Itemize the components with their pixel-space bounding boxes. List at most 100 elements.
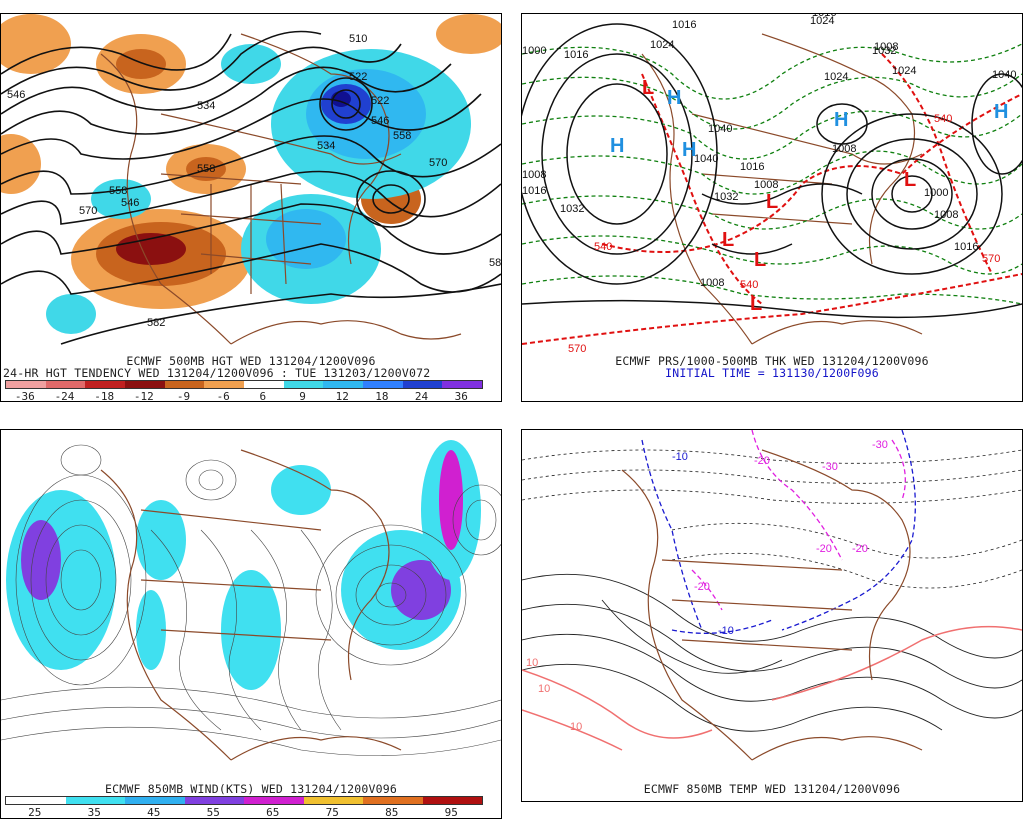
wind-label: 45 (147, 806, 161, 819)
svg-text:1016: 1016 (672, 19, 696, 31)
wind-label: 65 (266, 806, 280, 819)
wind-label: 95 (444, 806, 458, 819)
svg-text:-20: -20 (816, 543, 832, 555)
tendency-label: -24 (54, 390, 75, 402)
svg-text:-20: -20 (754, 455, 770, 467)
svg-text:1040: 1040 (992, 69, 1016, 81)
svg-text:510: 510 (349, 33, 367, 45)
tendency-swatch (164, 381, 205, 388)
svg-text:1016: 1016 (522, 185, 546, 197)
panel-500mb-height: 510 522 534 546 558 570 582 546 558 570 … (0, 13, 502, 402)
svg-text:10: 10 (538, 683, 550, 695)
svg-text:534: 534 (197, 100, 215, 112)
svg-text:570: 570 (982, 253, 1000, 265)
wind-label: 75 (325, 806, 339, 819)
panel-mslp-title: ECMWF PRS/1000-500MB THK WED 131204/1200… (615, 354, 929, 368)
tendency-label: -12 (133, 390, 154, 402)
temp-contours-black (522, 449, 1022, 589)
wind-swatch (184, 797, 244, 804)
low-center-2: L (754, 249, 766, 271)
svg-text:546: 546 (121, 197, 139, 209)
wind-label: 85 (385, 806, 399, 819)
coastlines (100, 449, 402, 761)
tendency-swatch (45, 381, 86, 388)
tendency-swatch (442, 381, 483, 388)
svg-text:1000: 1000 (924, 187, 948, 199)
svg-text:1008: 1008 (754, 179, 778, 191)
temp-pink (522, 625, 1022, 751)
svg-text:1016: 1016 (564, 49, 588, 61)
svg-text:582: 582 (489, 257, 501, 269)
svg-text:1024: 1024 (892, 65, 916, 77)
tendency-shading (1, 14, 501, 334)
wind-swatch (303, 797, 363, 804)
wind-swatch (125, 797, 185, 804)
wind-swatch (422, 797, 482, 804)
map-850-wind (1, 440, 501, 761)
svg-text:-10: -10 (672, 451, 688, 463)
wind-colorbar (5, 796, 483, 805)
map-500mb: 510 522 534 546 558 570 582 546 558 570 … (1, 14, 501, 345)
svg-text:1008: 1008 (874, 41, 898, 53)
panel-850mb-temp: -30 -20 -10 -20 -30 -20 -10 10 10 -20 10… (521, 429, 1023, 802)
svg-text:1008: 1008 (522, 169, 546, 181)
pressure-centers: H H H H H L L L L L L (610, 77, 1008, 315)
svg-text:-30: -30 (872, 439, 888, 451)
temp-labels: -30 -20 -10 -20 -30 -20 -10 10 10 -20 10 (526, 439, 888, 733)
high-center-1: H (610, 135, 624, 157)
high-center-4: H (834, 109, 848, 131)
height-contours (1, 30, 501, 345)
tendency-label: 24 (414, 390, 429, 402)
svg-text:582: 582 (147, 317, 165, 329)
map-850-temp: -30 -20 -10 -20 -30 -20 -10 10 10 -20 10 (522, 430, 1022, 761)
svg-text:1000: 1000 (522, 45, 546, 57)
svg-text:-20: -20 (694, 581, 710, 593)
svg-text:1008: 1008 (700, 277, 724, 289)
tendency-label: -9 (176, 390, 191, 402)
svg-text:558: 558 (109, 185, 127, 197)
low-center-5: L (904, 169, 916, 191)
svg-text:570: 570 (429, 157, 447, 169)
low-center-4: L (750, 293, 762, 315)
tendency-swatch (363, 381, 403, 388)
thickness-contours (522, 43, 1022, 305)
panel-850temp-title: ECMWF 850MB TEMP WED 131204/1200V096 (643, 782, 901, 796)
wind-label: 35 (87, 806, 101, 819)
tendency-colorbar (5, 380, 483, 389)
streamlines (1, 444, 501, 756)
svg-text:522: 522 (349, 71, 367, 83)
tendency-swatch (283, 381, 324, 388)
tendency-swatch (204, 381, 245, 388)
tendency-label: 18 (375, 390, 389, 402)
pressure-contours (522, 23, 1022, 319)
svg-text:-10: -10 (718, 625, 734, 637)
svg-text:570: 570 (79, 205, 97, 217)
panel-mslp-initial-time: INITIAL TIME = 131130/1200F096 (665, 366, 879, 380)
low-center-3: L (766, 191, 778, 213)
wind-colorbar-labels: 25 35 45 55 65 75 85 95 (5, 806, 481, 819)
svg-text:1008: 1008 (832, 143, 856, 155)
tendency-colorbar-labels: -36 -24 -18 -12 -9 -6 6 9 12 18 24 36 (5, 390, 481, 402)
contour-labels: 510 522 534 546 558 570 582 546 558 570 … (7, 33, 501, 329)
map-mslp: 1024 1016 1024 1016 1032 1040 1040 1032 … (522, 14, 1022, 355)
pressure-labels: 1024 1016 1024 1016 1032 1040 1040 1032 … (522, 14, 1016, 355)
high-center-3: H (682, 139, 696, 161)
wind-swatch (6, 797, 66, 804)
svg-text:1032: 1032 (714, 191, 738, 203)
svg-text:558: 558 (393, 130, 411, 142)
tendency-swatch (323, 381, 364, 388)
coastlines (621, 449, 923, 761)
wind-swatch (244, 797, 304, 804)
tendency-swatch (125, 381, 165, 388)
svg-text:558: 558 (197, 163, 215, 175)
wind-swatch (65, 797, 125, 804)
svg-text:1032: 1032 (872, 45, 896, 57)
svg-text:570: 570 (568, 343, 586, 355)
svg-text:-20: -20 (852, 543, 868, 555)
svg-text:1032: 1032 (560, 203, 584, 215)
tendency-swatch (6, 381, 46, 388)
low-center-1: L (722, 229, 734, 251)
tendency-label: 12 (335, 390, 349, 402)
svg-text:1016: 1016 (812, 14, 836, 19)
svg-text:546: 546 (7, 89, 25, 101)
